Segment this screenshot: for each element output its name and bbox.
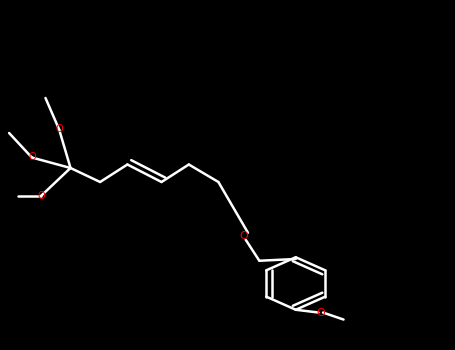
Text: O: O: [37, 191, 45, 201]
Text: O: O: [239, 231, 248, 241]
Text: O: O: [316, 308, 325, 317]
Text: O: O: [28, 153, 35, 162]
Text: O: O: [56, 125, 63, 134]
